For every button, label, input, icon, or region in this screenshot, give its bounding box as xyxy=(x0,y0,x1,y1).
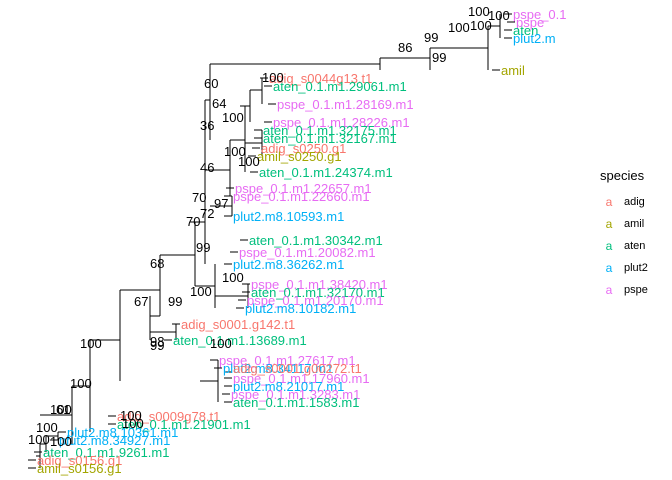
legend-key-pspe: a xyxy=(605,283,613,297)
legend-item-aten: a aten xyxy=(600,235,670,257)
bootstrap-value: 60 xyxy=(204,76,218,91)
legend-key-plut2: a xyxy=(605,261,613,275)
legend-title: species xyxy=(600,168,645,183)
bootstrap-value: 100 xyxy=(238,154,260,169)
bootstrap-value: 100 xyxy=(122,416,144,431)
tip-label: amil_s0250.g1 xyxy=(257,149,342,164)
tip-label: aten_0.1.m1.9261.m1 xyxy=(43,445,169,460)
bootstrap-value: 100 xyxy=(50,434,72,449)
tip-label: adig_s0044g13.t1 xyxy=(269,71,372,86)
bootstrap-value: 100 xyxy=(80,336,102,351)
bootstrap-value: 70 xyxy=(186,214,200,229)
tip-label: aten_0.1.m1.32175.m1 xyxy=(263,123,397,138)
legend-key-adig: a xyxy=(605,195,613,209)
tree-branches xyxy=(28,13,515,469)
bootstrap-value: 100 xyxy=(190,284,212,299)
tip-label: aten xyxy=(513,23,538,38)
tip-label: plut2.m8.10593.m1 xyxy=(233,209,344,224)
bootstrap-value: 99 xyxy=(424,30,438,45)
tip-label: pspe_0.1.m1.38420.m1 xyxy=(251,277,388,292)
bootstrap-value: 100 xyxy=(50,402,72,417)
bootstrap-value: 100 xyxy=(120,408,142,423)
bootstrap-value: 100 xyxy=(448,20,470,35)
bootstrap-value: 36 xyxy=(200,118,214,133)
tip-label: plut2.m8.21017.m1 xyxy=(233,379,344,394)
legend-label-amil: amil xyxy=(624,218,645,230)
tip-label: pspe_0.1.m1.22660.m1 xyxy=(233,189,370,204)
tip-label: plut2.m8.10361.m1 xyxy=(67,425,178,440)
bootstrap-value: 46 xyxy=(200,160,214,175)
tip-label: pspe_0.1.m1.28226.m1 xyxy=(273,115,410,130)
bootstrap-value: 100 xyxy=(470,18,492,33)
bootstrap-value: 99 xyxy=(196,240,210,255)
bootstrap-value: 98 xyxy=(150,334,164,349)
tip-label: adig_s0009g78.t1 xyxy=(117,409,220,424)
tip-label: aten_0.1.m1.32167.m1 xyxy=(263,131,397,146)
tip-label: aten_0.1.m1.29061.m1 xyxy=(273,79,407,94)
bootstrap-value: 100 xyxy=(224,144,246,159)
legend-item-pspe: a pspe xyxy=(600,279,670,301)
tip-label: pspe_0.1.m1.20082.m1 xyxy=(239,245,376,260)
legend-item-plut2: a plut2 xyxy=(600,257,670,279)
tip-label: adig_s0250.g1 xyxy=(261,141,346,156)
legend-item-adig: a adig xyxy=(600,191,670,213)
legend-label-adig: adig xyxy=(624,196,645,208)
bootstrap-value: 67 xyxy=(134,294,148,309)
tip-label: plut2.m8.10182.m1 xyxy=(245,301,356,316)
legend-item-amil: a amil xyxy=(600,213,670,235)
tip-label: aten_0.1.m1.32170.m1 xyxy=(251,285,385,300)
bootstrap-value: 99 xyxy=(150,338,164,353)
bootstrap-value: 97 xyxy=(214,196,228,211)
bootstrap-value: 70 xyxy=(192,190,206,205)
tip-label: adig_s0001.g00272.t1 xyxy=(233,361,362,376)
tip-label: pspe_0.1.m1.22657.m1 xyxy=(235,181,372,196)
tip-label: pspe_0.1.m1.28169.m1 xyxy=(277,97,414,112)
tip-label: aten_0.1.m1.21901.m1 xyxy=(117,417,251,432)
bootstrap-value: 100 xyxy=(488,8,510,23)
tip-label: pspe_0.1.m1.27617.m1 xyxy=(219,353,356,368)
tip-label: plut2.m xyxy=(513,31,556,46)
bootstrap-value: 100 xyxy=(222,110,244,125)
bootstrap-value: 86 xyxy=(398,40,412,55)
bootstrap-value: 61 xyxy=(56,402,70,417)
bootstrap-value: 64 xyxy=(212,96,226,111)
bootstrap-value: 100 xyxy=(28,432,50,447)
tip-label: amil xyxy=(501,63,525,78)
bootstrap-value: 100 xyxy=(468,4,490,19)
tip-label: adig_s0156.g1 xyxy=(37,453,122,468)
tip-label: pspe_0.1.m1.20170.m1 xyxy=(247,293,384,308)
tip-label: pspe_0.1 xyxy=(513,7,567,22)
legend-label-pspe: pspe xyxy=(624,284,648,296)
tip-label: plut2.m8.34927.m1 xyxy=(59,433,170,448)
species-legend: species a adig a amil a aten a plut2 a p… xyxy=(600,168,670,301)
tip-label: aten_0.1.m1.24374.m1 xyxy=(259,165,393,180)
tip-label: plut2.m8.34117.m1 xyxy=(223,361,333,376)
bootstrap-value: 99 xyxy=(432,50,446,65)
bootstrap-value: 68 xyxy=(150,256,164,271)
legend-label-plut2: plut2 xyxy=(624,262,648,274)
bootstrap-value: 99 xyxy=(168,294,182,309)
bootstrap-value: 100 xyxy=(210,336,232,351)
tip-label: aten_0.1.m1.13689.m1 xyxy=(173,333,307,348)
bootstrap-value: 100 xyxy=(36,420,58,435)
tip-label: pspe xyxy=(516,15,544,30)
tip-label: amil_s0156.g1 xyxy=(37,461,122,476)
tip-label: aten_0.1.m1.1583.m1 xyxy=(233,395,359,410)
tip-label: pspe_0.1.m1.3283.m1 xyxy=(231,387,360,402)
legend-label-aten: aten xyxy=(624,240,646,252)
legend-key-aten: a xyxy=(605,239,613,253)
bootstrap-value: 100 xyxy=(70,376,92,391)
tip-label: adig_s0001.g142.t1 xyxy=(181,317,295,332)
bootstrap-value: 72 xyxy=(200,206,214,221)
tip-label: pspe_0.1.m1.17960.m1 xyxy=(233,371,370,386)
bootstrap-value: 100 xyxy=(222,270,244,285)
bootstrap-value: 100 xyxy=(262,70,284,85)
tip-label: aten_0.1.m1.30342.m1 xyxy=(249,233,383,248)
legend-key-amil: a xyxy=(605,217,613,231)
tip-label: plut2.m8.36262.m1 xyxy=(233,257,344,272)
